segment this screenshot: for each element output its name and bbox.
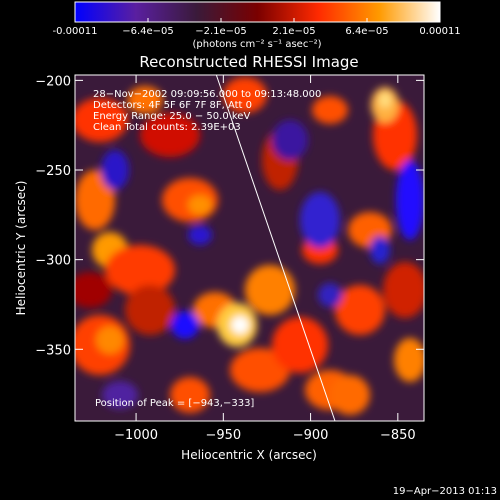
heatmap-blob bbox=[75, 170, 115, 230]
colorbar-tick-label: 0.00011 bbox=[419, 26, 460, 37]
colorbar-unit-label: (photons cm⁻² s⁻¹ asec⁻²) bbox=[192, 39, 321, 50]
info-line: 28−Nov−2002 09:09:56.000 to 09:13:48.000 bbox=[93, 89, 321, 100]
heatmap-blob bbox=[170, 377, 210, 413]
heatmap-blob bbox=[223, 77, 267, 113]
heatmap-blob bbox=[75, 272, 112, 308]
heatmap bbox=[75, 75, 424, 421]
colorbar-tick-label: −2.1e−05 bbox=[195, 26, 247, 37]
plot-frame bbox=[74, 74, 425, 422]
x-tick-label: −850 bbox=[380, 428, 416, 443]
heatmap-blob bbox=[318, 283, 342, 307]
colorbar: -0.00011 −6.4e−05 −2.1e−05 2.1e−05 6.4e−05 0.… bbox=[53, 1, 461, 50]
y-tick-label: −300 bbox=[35, 254, 71, 269]
heatmap-blob bbox=[272, 120, 308, 160]
info-line: Energy Range: 25.0 − 50.0 keV bbox=[93, 111, 250, 122]
info-annotation: 28−Nov−2002 09:09:56.000 to 09:13:48.000… bbox=[93, 89, 321, 133]
heatmap-blob bbox=[188, 225, 212, 245]
x-tick-label: −900 bbox=[293, 428, 329, 443]
peak-position-label: Position of Peak = [−943,−333] bbox=[95, 398, 254, 409]
heatmap-blob bbox=[101, 150, 129, 190]
heatmap-blob bbox=[383, 262, 424, 318]
heatmap-blob bbox=[96, 326, 124, 354]
heatmap-blob bbox=[330, 375, 370, 415]
solar-limb-line bbox=[215, 75, 336, 421]
y-tick-label: −250 bbox=[35, 164, 71, 179]
heatmap-blob bbox=[300, 192, 340, 248]
heatmap-blob bbox=[188, 195, 212, 215]
heatmap-blob bbox=[379, 92, 391, 108]
heatmap-blob bbox=[230, 348, 290, 392]
heatmap-blob bbox=[171, 311, 199, 339]
colorbar-tick-label: -0.00011 bbox=[53, 26, 98, 37]
y-axis: −350 −300 −250 −200 bbox=[35, 74, 424, 358]
plot-title: Reconstructed RHESSI Image bbox=[139, 53, 358, 71]
heatmap-blob bbox=[396, 160, 424, 240]
info-line: Detectors: 4F 5F 6F 7F 8F, Att 0 bbox=[93, 100, 252, 111]
x-axis: −1000 −950 −900 −850 bbox=[114, 75, 416, 443]
footer-timestamp: 19−Apr−2013 01:13 bbox=[393, 486, 497, 497]
colorbar-tick-label: 2.1e−05 bbox=[272, 26, 315, 37]
colorbar-ticks: -0.00011 −6.4e−05 −2.1e−05 2.1e−05 6.4e−05 0.… bbox=[53, 18, 461, 37]
heatmap-blob bbox=[75, 98, 128, 142]
x-tick-label: −950 bbox=[205, 428, 241, 443]
colorbar-tick-label: 6.4e−05 bbox=[345, 26, 388, 37]
heatmap-blob bbox=[245, 265, 295, 315]
heatmap-blob bbox=[394, 338, 424, 382]
heatmap-blob bbox=[335, 285, 385, 335]
heatmap-blob bbox=[272, 317, 328, 373]
heatmap-blob bbox=[140, 113, 200, 157]
heatmap-blob bbox=[231, 316, 249, 334]
heatmap-blob bbox=[312, 96, 348, 124]
x-tick-label: −1000 bbox=[114, 428, 158, 443]
heatmap-blob bbox=[105, 245, 175, 295]
y-tick-label: −350 bbox=[35, 343, 71, 358]
heatmap-blob bbox=[127, 86, 163, 114]
colorbar-tick-label: −6.4e−05 bbox=[122, 26, 174, 37]
info-line: Clean Total counts: 2.39E+03 bbox=[93, 122, 241, 133]
y-axis-label: Heliocentric Y (arcsec) bbox=[14, 181, 28, 316]
heatmap-blob bbox=[125, 285, 175, 335]
x-axis-label: Heliocentric X (arcsec) bbox=[181, 448, 317, 462]
colorbar-gradient bbox=[74, 1, 441, 23]
heatmap-blob bbox=[102, 381, 138, 409]
y-tick-label: −200 bbox=[35, 74, 71, 89]
heatmap-blob bbox=[370, 236, 390, 264]
